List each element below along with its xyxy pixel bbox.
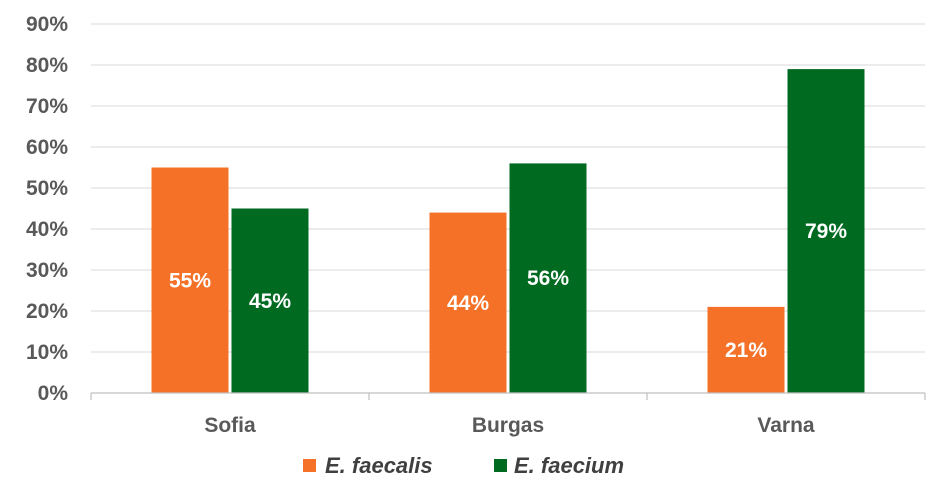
y-axis-ticks: 0% 10% 20% 30% 40% 50% 60% 70% 80% 90% bbox=[26, 13, 68, 405]
gridlines bbox=[91, 23, 925, 353]
bar-burgas-faecalis bbox=[429, 212, 507, 393]
y-tick-label: 0% bbox=[38, 382, 69, 405]
y-tick-label: 30% bbox=[26, 259, 68, 282]
legend-swatch bbox=[494, 459, 507, 472]
x-category-label: Sofia bbox=[204, 414, 256, 437]
data-label: 44% bbox=[447, 292, 489, 315]
bar-sofia-faecium bbox=[231, 208, 309, 393]
data-label: 55% bbox=[169, 269, 211, 292]
bar-varna-faecium bbox=[787, 69, 865, 393]
legend-swatch bbox=[303, 459, 316, 472]
y-tick-label: 10% bbox=[26, 341, 68, 364]
y-tick-label: 40% bbox=[26, 218, 68, 241]
data-label: 45% bbox=[249, 290, 291, 313]
y-tick-label: 90% bbox=[26, 13, 68, 36]
data-labels: 55% 45% 44% 56% 21% 79% bbox=[169, 220, 847, 362]
bars bbox=[151, 69, 865, 393]
x-category-label: Varna bbox=[757, 414, 815, 437]
legend-label: E. faecalis bbox=[325, 453, 433, 478]
data-label: 21% bbox=[725, 339, 767, 362]
y-tick-label: 60% bbox=[26, 136, 68, 159]
bar-sofia-faecalis bbox=[151, 167, 229, 393]
legend: E. faecalis E. faecium bbox=[303, 453, 624, 478]
x-category-label: Burgas bbox=[472, 414, 544, 437]
bar-burgas-faecium bbox=[509, 163, 587, 393]
x-axis: Sofia Burgas Varna bbox=[90, 392, 926, 437]
y-tick-label: 80% bbox=[26, 54, 68, 77]
data-label: 56% bbox=[527, 267, 569, 290]
legend-label: E. faecium bbox=[514, 453, 624, 478]
y-tick-label: 50% bbox=[26, 177, 68, 200]
y-tick-label: 20% bbox=[26, 300, 68, 323]
y-tick-label: 70% bbox=[26, 95, 68, 118]
bar-varna-faecalis bbox=[707, 306, 785, 393]
data-label: 79% bbox=[805, 220, 847, 243]
